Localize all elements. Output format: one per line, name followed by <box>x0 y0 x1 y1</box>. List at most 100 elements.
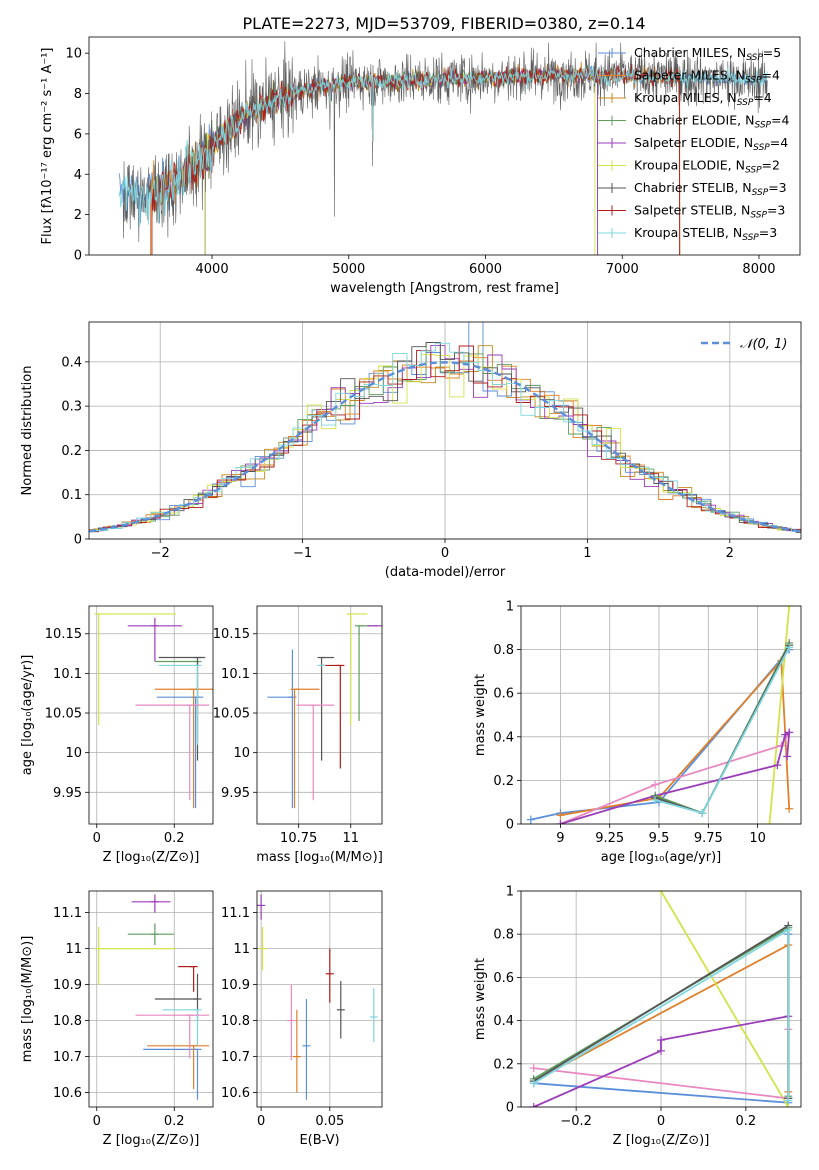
x-tick-label: 10.75 <box>280 831 317 846</box>
y-tick-label: 11 <box>233 942 250 957</box>
panel-mass_weight_vs_age: 9 9.25 9.5 9.75 10 0 0.2 0.4 0.6 0.8 1 age [log₁₀(a… <box>473 600 802 865</box>
y-tick-label: 0.4 <box>61 355 82 370</box>
axes-frame <box>88 890 214 1108</box>
y-tick-label: 0 <box>506 818 514 833</box>
histogram-step <box>89 345 801 533</box>
y-tick-label: 10 <box>65 746 82 761</box>
x-axis-label: Z [log₁₀(Z/Z⊙)] <box>103 850 200 865</box>
normal-curve <box>89 361 801 533</box>
legend-label: Chabrier MILES, NSSP=5 <box>634 45 781 63</box>
y-axis-label: age [log₁₀(age/yr)] <box>20 655 35 776</box>
x-tick-label: 9.25 <box>595 831 624 846</box>
x-axis-label: E(B-V) <box>299 1133 339 1148</box>
y-tick-label: 0 <box>506 1101 514 1116</box>
y-tick-label: 0.4 <box>493 1014 514 1029</box>
x-axis-label: (data-model)/error <box>385 565 506 580</box>
axes-frame <box>256 890 383 1108</box>
legend-label: Chabrier ELODIE, NSSP=4 <box>634 113 789 131</box>
y-tick-label: 10.1 <box>53 667 82 682</box>
x-tick-label: 0.05 <box>315 1114 344 1129</box>
panel-spectrum: 4000 5000 6000 7000 8000 0 2 4 6 8 10 wavelength [A… <box>40 36 801 296</box>
panel-age_vs_Z: 0 0.2 9.95 10 10.05 10.1 10.15 Z [log₁₀(Z/Z⊙)] a… <box>20 605 214 865</box>
axes-frame <box>256 605 383 825</box>
x-tick-label: 0 <box>257 1114 265 1129</box>
legend-label-suffix: =4 <box>770 135 788 150</box>
y-tick-label: 10.1 <box>221 667 250 682</box>
y-tick-label: 10.8 <box>53 1014 82 1029</box>
y-tick-label: 10.15 <box>213 627 250 642</box>
panel-mass_vs_Z: 0 0.2 10.6 10.7 10.8 10.9 11 11.1 Z [log₁₀(Z/Z⊙)… <box>20 890 214 1148</box>
x-tick-label: 0.2 <box>736 1114 757 1129</box>
y-tick-label: 10 <box>233 746 250 761</box>
x-axis-label: Z [log₁₀(Z/Z⊙)] <box>613 1133 710 1148</box>
legend-label: Kroupa ELODIE, NSSP=2 <box>634 158 780 176</box>
y-tick-label: 11.1 <box>53 906 82 921</box>
x-axis-label: age [log₁₀(age/yr)] <box>601 850 722 865</box>
x-tick-label: 9 <box>556 831 564 846</box>
x-tick-label: 8000 <box>742 262 775 277</box>
legend-label-sub: SSP <box>750 211 767 221</box>
y-axis-label: mass weight <box>473 674 488 756</box>
y-tick-label: 1 <box>506 885 514 900</box>
y-tick-label: 10.6 <box>53 1086 82 1101</box>
legend-label-sub: SSP <box>746 53 763 63</box>
series-line <box>660 891 790 1107</box>
x-tick-label: 0 <box>93 1114 101 1129</box>
x-tick-label: 6000 <box>469 262 502 277</box>
y-axis-label: Flux [fλ10⁻¹⁷ erg cm⁻² s⁻¹ A⁻¹] <box>40 48 55 245</box>
legend-label: 𝒩(0, 1) <box>740 337 787 352</box>
spectrum-line-kroupa-stelib <box>118 65 768 227</box>
axes-frame <box>88 605 214 825</box>
axes-frame <box>88 321 802 540</box>
x-tick-label: 10 <box>749 831 766 846</box>
y-tick-label: 0.1 <box>61 488 82 503</box>
x-tick-label: 0 <box>657 1114 665 1129</box>
axes-frame <box>520 890 802 1108</box>
histogram-step <box>89 354 801 532</box>
y-tick-label: 10.6 <box>221 1086 250 1101</box>
axes-frame <box>88 36 801 256</box>
y-tick-label: 10.9 <box>221 978 250 993</box>
y-axis-label: mass weight <box>473 958 488 1040</box>
figure-title: PLATE=2273, MJD=53709, FIBERID=0380, z=0… <box>242 14 645 33</box>
y-tick-label: 10 <box>65 47 82 62</box>
plot-area-mass_vs_Z <box>94 894 210 1100</box>
x-tick-label: 7000 <box>606 262 639 277</box>
legend-label-text: Chabrier MILES, N <box>634 45 746 60</box>
y-tick-label: 10.7 <box>53 1050 82 1065</box>
legend-label-suffix: =3 <box>759 225 777 240</box>
x-tick-label: 5000 <box>332 262 365 277</box>
plot-area-mass_weight_vs_Z <box>529 891 793 1107</box>
legend-label: Salpeter MILES, NSSP=4 <box>634 68 780 86</box>
x-tick-label: 0.2 <box>164 1114 185 1129</box>
y-tick-label: 0 <box>74 533 82 548</box>
y-tick-label: 10.7 <box>221 1050 250 1065</box>
y-tick-label: 0.6 <box>493 971 514 986</box>
legend-label: Kroupa MILES, NSSP=4 <box>634 90 772 108</box>
panel-age_vs_mass: 10.75 11 9.95 10 10.05 10.1 10.15 mass [log₁₀(M… <box>213 605 383 865</box>
legend-label-suffix: =2 <box>762 158 780 173</box>
y-tick-label: 10.05 <box>213 707 250 722</box>
series-line <box>560 731 790 824</box>
x-axis-label: Z [log₁₀(Z/Z⊙)] <box>103 1133 200 1148</box>
y-tick-label: 10.15 <box>45 627 82 642</box>
legend-label-sub: SSP <box>754 121 771 131</box>
y-tick-label: 10.05 <box>45 707 82 722</box>
legend-label-sub: SSP <box>753 143 770 153</box>
x-tick-label: 2 <box>726 546 734 561</box>
axes-frame <box>520 605 802 825</box>
legend-label-suffix: =5 <box>763 45 781 60</box>
plot-area-spectrum <box>118 41 768 255</box>
x-tick-label: 0.2 <box>164 831 185 846</box>
y-tick-label: 1 <box>506 600 514 615</box>
panel-mass_weight_vs_Z: −0.2 0 0.2 0 0.2 0.4 0.6 0.8 1 Z [log₁₀(Z/Z⊙)] mas… <box>473 885 802 1148</box>
x-tick-label: 11 <box>342 831 359 846</box>
panel-mass_vs_ebv: 0 0.05 10.6 10.7 10.8 10.9 11 11.1 E(B-V) <box>221 890 383 1148</box>
legend-label-suffix: =4 <box>753 90 771 105</box>
x-tick-label: 9.75 <box>694 831 723 846</box>
panel-residuals: −2 −1 0 1 2 0 0.1 0.2 0.3 0.4 (data-model)/error No… <box>20 321 802 580</box>
x-axis-label: wavelength [Angstrom, rest frame] <box>330 281 559 296</box>
legend-label-sub: SSP <box>742 233 759 243</box>
plot-area-age_vs_Z <box>94 613 213 809</box>
